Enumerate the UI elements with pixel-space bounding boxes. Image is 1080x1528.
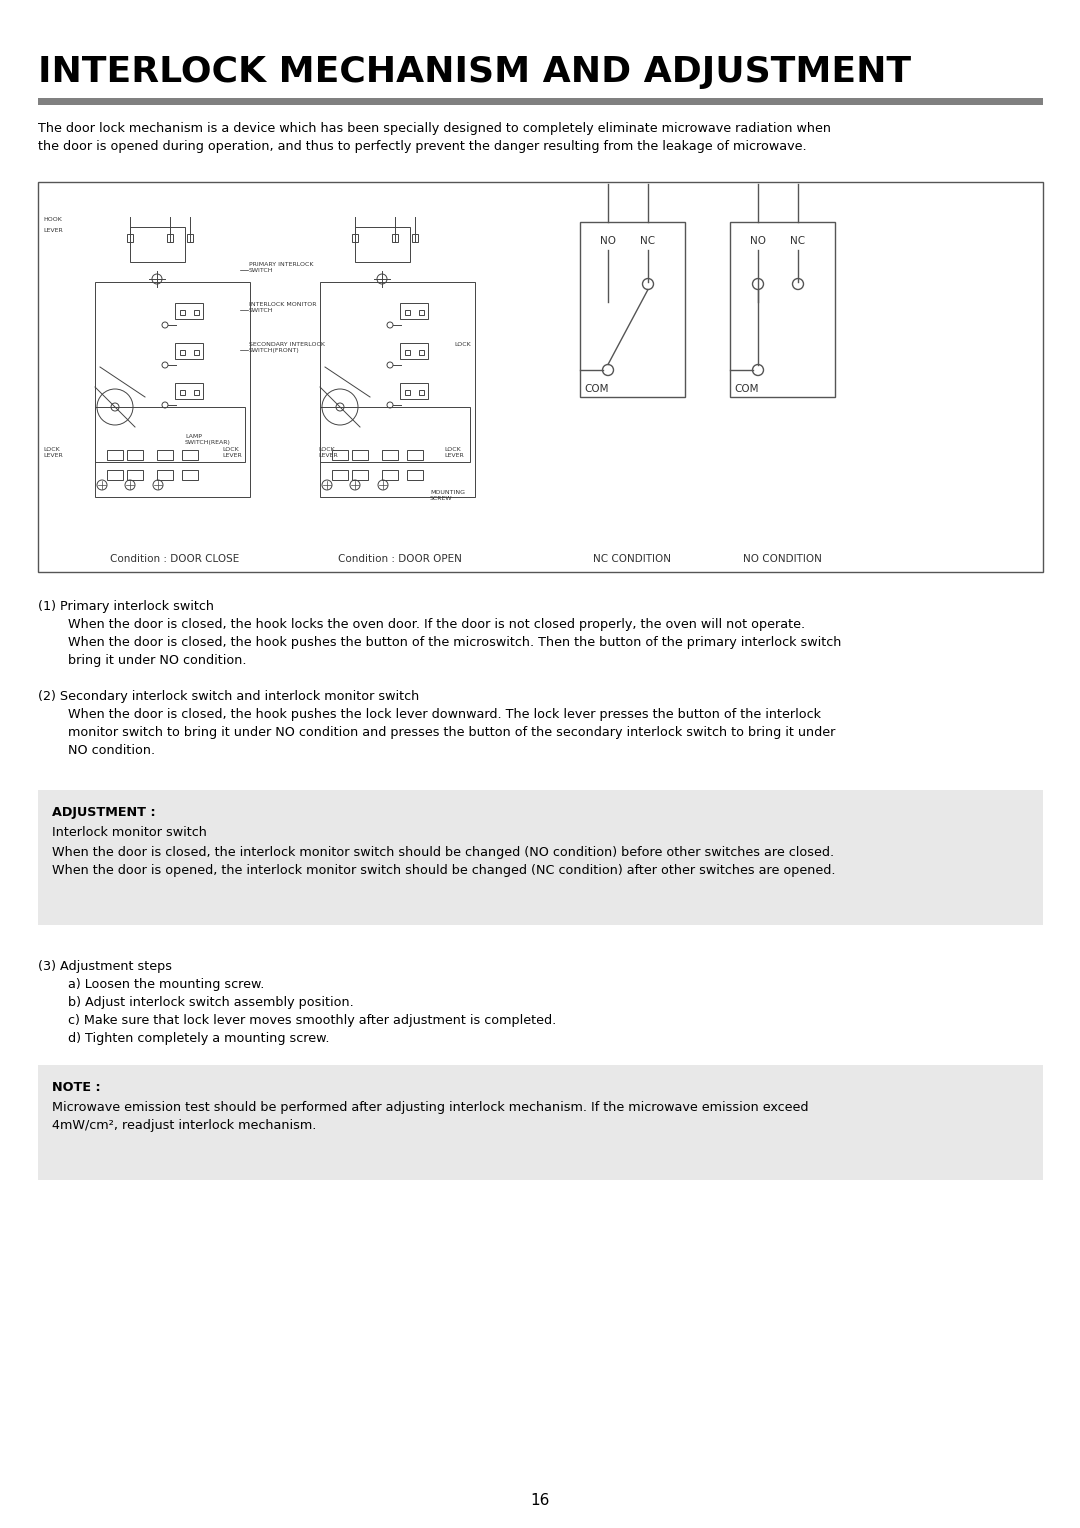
Text: MOUNTING
SCREW: MOUNTING SCREW (430, 490, 465, 501)
Text: (3) Adjustment steps: (3) Adjustment steps (38, 960, 172, 973)
Text: When the door is closed, the hook pushes the lock lever downward. The lock lever: When the door is closed, the hook pushes… (68, 707, 821, 721)
Text: c) Make sure that lock lever moves smoothly after adjustment is completed.: c) Make sure that lock lever moves smoot… (68, 1015, 556, 1027)
Bar (107, 471, 123, 480)
Text: NO: NO (600, 235, 616, 246)
Bar (419, 390, 424, 396)
Bar (38, 98, 1043, 105)
Text: LOCK
LEVER: LOCK LEVER (222, 448, 242, 458)
Bar (405, 390, 410, 396)
Text: monitor switch to bring it under NO condition and presses the button of the seco: monitor switch to bring it under NO cond… (68, 726, 835, 740)
Text: LOCK: LOCK (454, 342, 471, 347)
Text: NC: NC (640, 235, 656, 246)
Bar (580, 222, 685, 397)
Text: When the door is closed, the interlock monitor switch should be changed (NO cond: When the door is closed, the interlock m… (52, 847, 834, 859)
Text: (2) Secondary interlock switch and interlock monitor switch: (2) Secondary interlock switch and inter… (38, 691, 419, 703)
Bar (400, 303, 428, 319)
Text: 16: 16 (530, 1493, 550, 1508)
Text: When the door is closed, the hook locks the oven door. If the door is not closed: When the door is closed, the hook locks … (68, 617, 805, 631)
Bar (400, 384, 428, 399)
Bar (38, 182, 1043, 571)
Bar (127, 234, 133, 241)
Bar (355, 228, 410, 261)
Text: LEVER: LEVER (43, 228, 63, 232)
Bar (419, 310, 424, 315)
Bar (419, 350, 424, 354)
Text: The door lock mechanism is a device which has been specially designed to complet: The door lock mechanism is a device whic… (38, 122, 831, 134)
Bar (130, 228, 185, 261)
Bar (157, 471, 173, 480)
Bar (352, 234, 357, 241)
Text: LOCK
LEVER: LOCK LEVER (43, 448, 63, 458)
Bar (38, 790, 1043, 924)
Text: the door is opened during operation, and thus to perfectly prevent the danger re: the door is opened during operation, and… (38, 141, 807, 153)
Bar (320, 406, 470, 461)
Bar (332, 471, 348, 480)
Text: d) Tighten completely a mounting screw.: d) Tighten completely a mounting screw. (68, 1031, 329, 1045)
Bar (180, 350, 185, 354)
Bar (194, 310, 199, 315)
Bar (382, 471, 399, 480)
Text: INTERLOCK MONITOR
SWITCH: INTERLOCK MONITOR SWITCH (249, 303, 316, 313)
Text: SECONDARY INTERLOCK
SWITCH(FRONT): SECONDARY INTERLOCK SWITCH(FRONT) (249, 342, 325, 353)
Bar (175, 384, 203, 399)
Text: Interlock monitor switch: Interlock monitor switch (52, 827, 207, 839)
Bar (400, 342, 428, 359)
Bar (38, 1065, 1043, 1180)
Bar (180, 390, 185, 396)
Bar (332, 451, 348, 460)
Bar (183, 451, 198, 460)
Bar (382, 451, 399, 460)
Bar (127, 471, 143, 480)
Text: NC: NC (791, 235, 806, 246)
Text: a) Loosen the mounting screw.: a) Loosen the mounting screw. (68, 978, 265, 992)
Text: bring it under NO condition.: bring it under NO condition. (68, 654, 246, 668)
Text: HOOK: HOOK (43, 217, 62, 222)
Bar (352, 471, 368, 480)
Text: LOCK
LEVER: LOCK LEVER (318, 448, 338, 458)
Bar (194, 390, 199, 396)
Text: When the door is opened, the interlock monitor switch should be changed (NC cond: When the door is opened, the interlock m… (52, 863, 836, 877)
Text: Condition : DOOR CLOSE: Condition : DOOR CLOSE (110, 555, 240, 564)
Bar (187, 234, 193, 241)
Bar (405, 350, 410, 354)
Text: 4mW/cm², readjust interlock mechanism.: 4mW/cm², readjust interlock mechanism. (52, 1118, 316, 1132)
Bar (175, 342, 203, 359)
Bar (392, 234, 399, 241)
Text: ADJUSTMENT :: ADJUSTMENT : (52, 805, 156, 819)
Text: NO: NO (750, 235, 766, 246)
Bar (127, 451, 143, 460)
Text: Condition : DOOR OPEN: Condition : DOOR OPEN (338, 555, 462, 564)
Bar (180, 310, 185, 315)
Bar (167, 234, 173, 241)
Bar (411, 234, 418, 241)
Bar (107, 451, 123, 460)
Text: INTERLOCK MECHANISM AND ADJUSTMENT: INTERLOCK MECHANISM AND ADJUSTMENT (38, 55, 912, 89)
Text: NO condition.: NO condition. (68, 744, 156, 756)
Bar (352, 451, 368, 460)
Bar (183, 471, 198, 480)
Bar (407, 471, 423, 480)
Bar (320, 283, 475, 497)
Bar (95, 283, 249, 497)
Bar (175, 303, 203, 319)
Text: COM: COM (734, 384, 758, 394)
Bar (405, 310, 410, 315)
Bar (730, 222, 835, 397)
Bar (95, 406, 245, 461)
Text: (1) Primary interlock switch: (1) Primary interlock switch (38, 601, 214, 613)
Text: NC CONDITION: NC CONDITION (593, 555, 671, 564)
Text: NO CONDITION: NO CONDITION (743, 555, 822, 564)
Text: When the door is closed, the hook pushes the button of the microswitch. Then the: When the door is closed, the hook pushes… (68, 636, 841, 649)
Text: b) Adjust interlock switch assembly position.: b) Adjust interlock switch assembly posi… (68, 996, 354, 1008)
Text: LAMP
SWITCH(REAR): LAMP SWITCH(REAR) (185, 434, 231, 445)
Bar (194, 350, 199, 354)
Text: LOCK
LEVER: LOCK LEVER (444, 448, 463, 458)
Bar (157, 451, 173, 460)
Text: COM: COM (584, 384, 608, 394)
Text: NOTE :: NOTE : (52, 1080, 100, 1094)
Text: Microwave emission test should be performed after adjusting interlock mechanism.: Microwave emission test should be perfor… (52, 1102, 809, 1114)
Text: PRIMARY INTERLOCK
SWITCH: PRIMARY INTERLOCK SWITCH (249, 261, 313, 274)
Bar (407, 451, 423, 460)
